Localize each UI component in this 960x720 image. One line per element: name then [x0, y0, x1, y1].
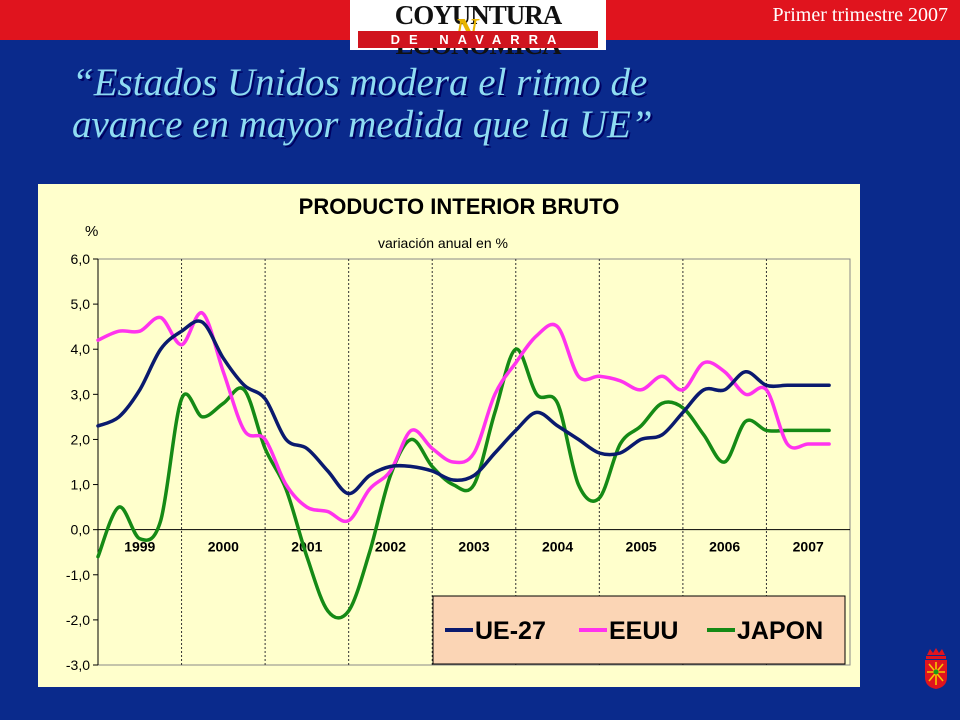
- series-line-japon: [96, 347, 831, 620]
- y-tick-label: 5,0: [71, 296, 91, 312]
- headline-line-1: “Estados Unidos modera el ritmo de: [72, 61, 648, 104]
- chart-subtitle: variación anual en %: [378, 235, 508, 251]
- chart-title: PRODUCTO INTERIOR BRUTO: [299, 194, 620, 219]
- x-tick-label: 2000: [208, 539, 239, 555]
- logo-subtitle: DE NAVARRA: [358, 31, 598, 48]
- gdp-chart-panel: PRODUCTO INTERIOR BRUTO variación anual e…: [38, 184, 860, 687]
- x-tick-label: 2003: [458, 539, 489, 555]
- y-tick-label: 3,0: [71, 386, 91, 402]
- x-tick-label: 2005: [626, 539, 657, 555]
- x-tick-label: 2006: [709, 539, 740, 555]
- slide-headline: “Estados Unidos modera el ritmo de avanc…: [72, 62, 872, 146]
- y-tick-label: 4,0: [71, 341, 91, 357]
- y-tick-label: -2,0: [66, 612, 90, 628]
- headline-line-2: avance en mayor medida que la UE”: [72, 103, 653, 146]
- y-tick-label: -1,0: [66, 567, 90, 583]
- legend-label-eeuu: EEUU: [609, 617, 678, 645]
- top-banner: COYUNTURA ECONOMICA N DE NAVARRA Primer …: [0, 0, 960, 60]
- period-label: Primer trimestre 2007: [772, 4, 948, 26]
- y-axis-label: %: [85, 223, 98, 240]
- y-tick-label: 6,0: [71, 251, 91, 267]
- coyuntura-logo: COYUNTURA ECONOMICA N DE NAVARRA: [350, 0, 606, 60]
- legend-label-japon: JAPON: [737, 617, 823, 645]
- y-tick-label: -3,0: [66, 657, 90, 673]
- x-tick-label: 2002: [375, 539, 406, 555]
- legend-label-ue-27: UE-27: [475, 617, 546, 645]
- x-tick-label: 2001: [291, 539, 322, 555]
- y-tick-label: 1,0: [71, 477, 91, 493]
- x-tick-label: 2007: [793, 539, 824, 555]
- x-tick-label: 1999: [124, 539, 155, 555]
- legend-box: [432, 595, 846, 665]
- x-tick-label: 2004: [542, 539, 573, 555]
- y-tick-label: 2,0: [71, 431, 91, 447]
- y-tick-label: 0,0: [71, 522, 91, 538]
- series-line-ue-27: [96, 319, 831, 496]
- navarra-coat-of-arms-icon: [925, 648, 947, 689]
- gdp-line-chart: PRODUCTO INTERIOR BRUTO variación anual e…: [66, 194, 851, 673]
- series-line-eeuu: [96, 311, 831, 524]
